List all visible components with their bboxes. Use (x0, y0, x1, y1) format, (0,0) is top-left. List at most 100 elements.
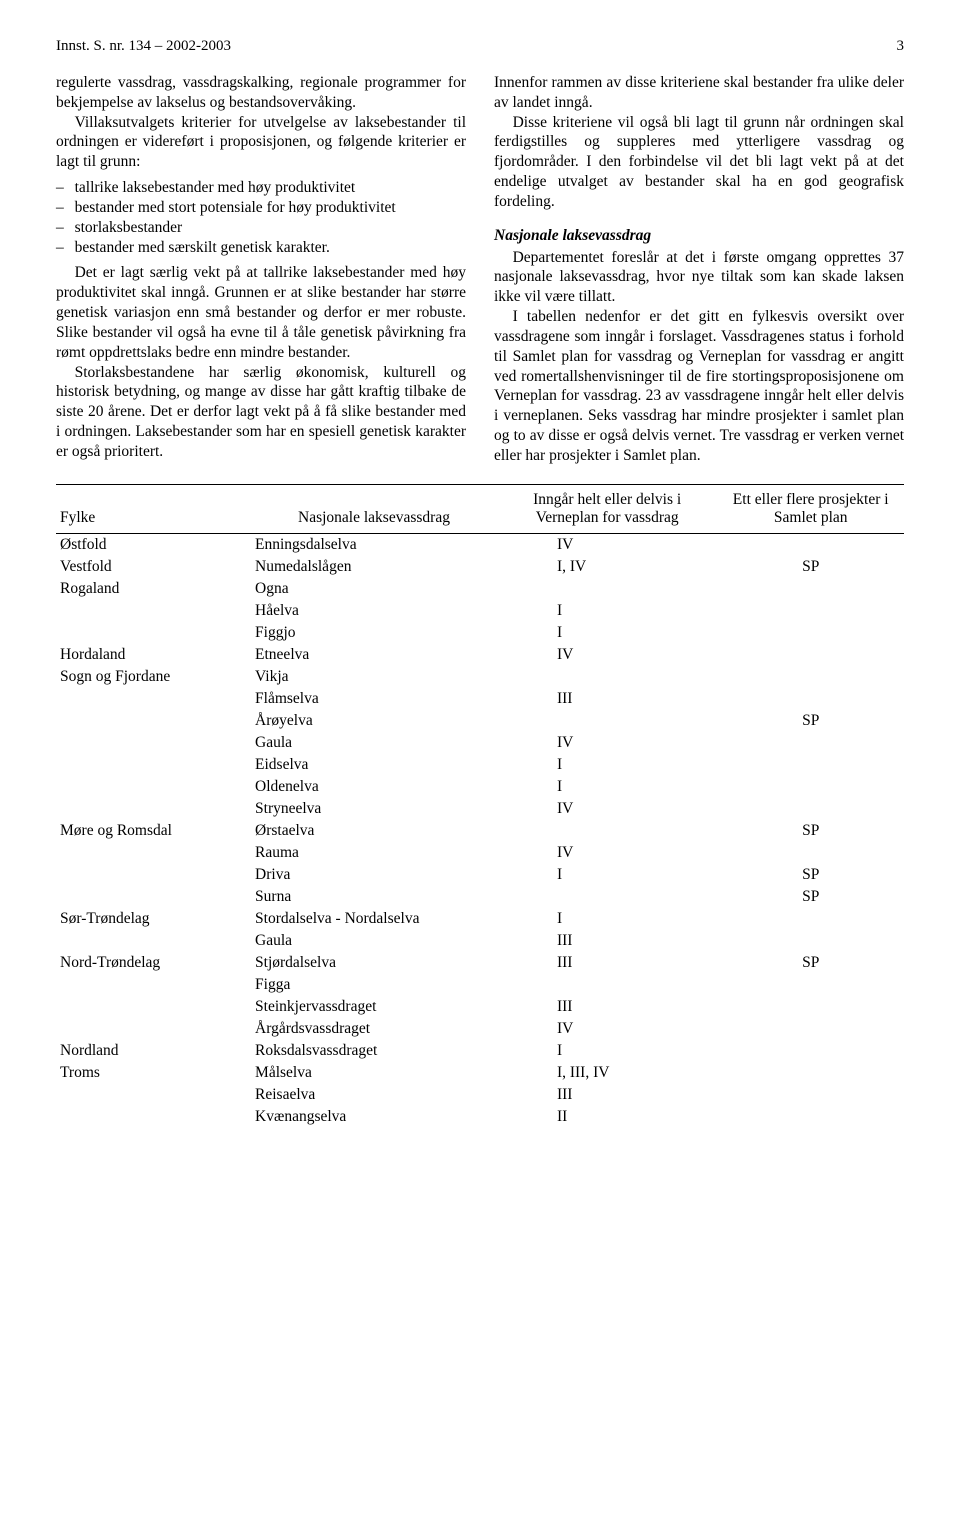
th-verneplan: Inngår helt eller delvis i Verneplan for… (497, 485, 717, 533)
table-row: StryneelvaIV (56, 798, 904, 820)
cell-fylke (56, 974, 251, 996)
cell-samlet (717, 908, 904, 930)
right-p1: Innenfor rammen av disse kriteriene skal… (494, 73, 904, 113)
right-p3: Departementet foreslår at det i første o… (494, 248, 904, 307)
cell-samlet: SP (717, 556, 904, 578)
cell-samlet: SP (717, 952, 904, 974)
cell-verneplan: III (497, 1084, 717, 1106)
table-row: TromsMålselvaI, III, IV (56, 1062, 904, 1084)
cell-vassdrag: Gaula (251, 930, 497, 952)
page-number: 3 (897, 38, 905, 55)
cell-fylke: Troms (56, 1062, 251, 1084)
cell-verneplan: IV (497, 842, 717, 864)
cell-vassdrag: Ogna (251, 578, 497, 600)
right-column: Innenfor rammen av disse kriteriene skal… (494, 73, 904, 466)
cell-fylke (56, 930, 251, 952)
cell-vassdrag: Stjørdalselva (251, 952, 497, 974)
cell-vassdrag: Driva (251, 864, 497, 886)
cell-samlet (717, 688, 904, 710)
cell-samlet (717, 754, 904, 776)
table-row: RaumaIV (56, 842, 904, 864)
table-row: OldenelvaI (56, 776, 904, 798)
cell-samlet: SP (717, 864, 904, 886)
cell-fylke: Nordland (56, 1040, 251, 1062)
right-p2: Disse kriteriene vil også bli lagt til g… (494, 113, 904, 212)
cell-vassdrag: Oldenelva (251, 776, 497, 798)
cell-samlet (717, 600, 904, 622)
doc-title: Innst. S. nr. 134 – 2002-2003 (56, 38, 231, 55)
cell-fylke (56, 776, 251, 798)
cell-verneplan (497, 974, 717, 996)
left-p1: regulerte vassdrag, vassdragskalking, re… (56, 73, 466, 113)
left-p2: Villaksutvalgets kriterier for utvelgels… (56, 113, 466, 172)
table-row: FiggjoI (56, 622, 904, 644)
th-vassdrag: Nasjonale laksevassdrag (251, 485, 497, 533)
cell-fylke (56, 600, 251, 622)
cell-vassdrag: Ørstaelva (251, 820, 497, 842)
cell-vassdrag: Håelva (251, 600, 497, 622)
table-row: ReisaelvaIII (56, 1084, 904, 1106)
cell-verneplan: IV (497, 534, 717, 556)
cell-samlet (717, 1018, 904, 1040)
cell-verneplan (497, 886, 717, 908)
th-samlet: Ett eller flere prosjekter i Samlet plan (717, 485, 904, 533)
list-item: bestander med særskilt genetisk karakter… (56, 238, 466, 258)
table-row: HordalandEtneelvaIV (56, 644, 904, 666)
table-row: Nord-TrøndelagStjørdalselvaIIISP (56, 952, 904, 974)
cell-samlet (717, 1040, 904, 1062)
cell-vassdrag: Roksdalsvassdraget (251, 1040, 497, 1062)
cell-vassdrag: Eidselva (251, 754, 497, 776)
right-p4: I tabellen nedenfor er det gitt en fylke… (494, 307, 904, 466)
cell-vassdrag: Rauma (251, 842, 497, 864)
table-row: KvænangselvaII (56, 1106, 904, 1128)
cell-fylke (56, 842, 251, 864)
cell-fylke (56, 1084, 251, 1106)
cell-samlet (717, 996, 904, 1018)
cell-verneplan: I (497, 908, 717, 930)
cell-samlet (717, 732, 904, 754)
cell-fylke (56, 996, 251, 1018)
cell-vassdrag: Figga (251, 974, 497, 996)
table-row: Sør-TrøndelagStordalselva - NordalselvaI (56, 908, 904, 930)
cell-fylke: Rogaland (56, 578, 251, 600)
cell-verneplan: III (497, 688, 717, 710)
list-item: tallrike laksebestander med høy produkti… (56, 178, 466, 198)
cell-verneplan: I (497, 622, 717, 644)
cell-samlet (717, 622, 904, 644)
table-row: DrivaISP (56, 864, 904, 886)
table-row: FlåmselvaIII (56, 688, 904, 710)
list-item: storlaksbestander (56, 218, 466, 238)
cell-fylke (56, 732, 251, 754)
cell-verneplan: I (497, 754, 717, 776)
cell-samlet (717, 578, 904, 600)
cell-verneplan: I (497, 864, 717, 886)
cell-verneplan: IV (497, 732, 717, 754)
cell-vassdrag: Stryneelva (251, 798, 497, 820)
table-row: VestfoldNumedalslågenI, IVSP (56, 556, 904, 578)
table-header-row: Fylke Nasjonale laksevassdrag Inngår hel… (56, 485, 904, 533)
cell-verneplan: I, III, IV (497, 1062, 717, 1084)
cell-fylke (56, 886, 251, 908)
table-row: ÅrgårdsvassdragetIV (56, 1018, 904, 1040)
th-fylke: Fylke (56, 485, 251, 533)
cell-fylke (56, 622, 251, 644)
cell-fylke (56, 864, 251, 886)
cell-vassdrag: Målselva (251, 1062, 497, 1084)
cell-verneplan (497, 666, 717, 688)
cell-samlet (717, 1106, 904, 1128)
cell-fylke: Møre og Romsdal (56, 820, 251, 842)
cell-fylke (56, 1018, 251, 1040)
cell-samlet (717, 666, 904, 688)
cell-samlet: SP (717, 710, 904, 732)
cell-verneplan: I, IV (497, 556, 717, 578)
cell-vassdrag: Stordalselva - Nordalselva (251, 908, 497, 930)
list-item: bestander med stort potensiale for høy p… (56, 198, 466, 218)
table-row: Figga (56, 974, 904, 996)
cell-verneplan: I (497, 776, 717, 798)
cell-fylke (56, 710, 251, 732)
table-row: RogalandOgna (56, 578, 904, 600)
cell-samlet (717, 974, 904, 996)
table-row: GaulaIV (56, 732, 904, 754)
cell-fylke (56, 754, 251, 776)
cell-samlet (717, 644, 904, 666)
